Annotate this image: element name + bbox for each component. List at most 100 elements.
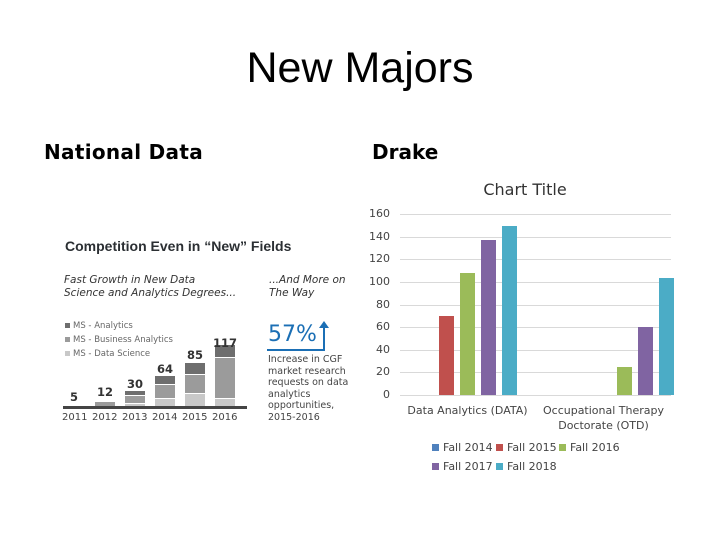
y-tick-label: 0 — [383, 388, 390, 401]
legend-label: MS - Data Science — [73, 349, 151, 359]
legend-item-fall-2016: Fall 2016 — [559, 441, 620, 454]
category-label-line: Doctorate (OTD) — [558, 419, 649, 432]
national-data-heading: National Data — [44, 140, 203, 164]
stack-segment — [125, 396, 145, 403]
total-label: 12 — [96, 385, 113, 399]
gridline — [400, 327, 671, 329]
desc-line: analytics — [268, 388, 311, 400]
legend-swatch-icon — [496, 443, 503, 451]
gridline — [400, 214, 671, 215]
desc-line: opportunities, — [268, 400, 335, 411]
bar — [460, 272, 475, 395]
total-label: 30 — [126, 377, 143, 391]
stack-segment — [215, 399, 235, 406]
legend-label: MS - Analytics — [73, 321, 133, 331]
bar — [638, 327, 653, 395]
stack-segment — [215, 358, 235, 398]
stack-segment — [155, 385, 175, 398]
infographic-title: Competition Even in “New” Fields — [65, 238, 292, 254]
category-label: Occupational Therapy Doctorate (OTD) — [536, 403, 671, 433]
year-label: 2015 — [182, 412, 208, 423]
legend-swatch-icon — [559, 443, 566, 451]
stack-segment — [185, 394, 205, 406]
legend-swatch-icon — [65, 351, 70, 356]
y-tick-label: 80 — [376, 297, 390, 311]
desc-line: requests on data — [268, 377, 349, 388]
stat-description: Increase in CGF market research requests… — [268, 354, 353, 423]
legend-label: Fall 2015 — [507, 441, 557, 454]
stack-segment — [185, 363, 205, 374]
legend-item-fall-2017: Fall 2017 — [432, 460, 493, 473]
bar — [502, 226, 517, 395]
legend-swatch-icon — [432, 462, 439, 470]
year-label: 2016 — [212, 412, 238, 423]
legend-item-fall-2014: Fall 2014 — [432, 441, 493, 454]
stat-underline — [267, 349, 324, 351]
category-label: Data Analytics (DATA) — [407, 404, 528, 417]
category-label-line: Occupational Therapy — [542, 404, 665, 417]
stack-segment — [155, 399, 175, 406]
stat-value: 57% — [268, 322, 317, 347]
total-label: 64 — [156, 362, 173, 376]
infographic-right-subtitle: ...And More on The Way — [269, 274, 346, 300]
legend-swatch-icon — [432, 443, 439, 451]
drake-heading: Drake — [372, 140, 439, 164]
y-tick-label: 40 — [376, 342, 390, 356]
up-arrow-icon — [319, 321, 329, 351]
subtitle-line: ...And More on — [269, 274, 346, 286]
gridline — [400, 395, 671, 396]
legend-item: MS - Analytics — [65, 321, 133, 331]
gridline — [400, 281, 671, 283]
legend-item-fall-2018: Fall 2018 — [496, 460, 557, 473]
desc-line: market research — [268, 365, 346, 377]
legend-label: Fall 2018 — [507, 460, 557, 473]
desc-line: Increase in CGF — [268, 354, 343, 365]
year-label: 2013 — [122, 412, 148, 423]
subtitle-line: Fast Growth in New Data — [64, 274, 196, 286]
gridline — [400, 304, 671, 306]
legend-label: Fall 2017 — [443, 460, 493, 473]
y-tick-label: 60 — [376, 320, 390, 334]
legend-swatch-icon — [65, 323, 70, 328]
total-label: 117 — [212, 336, 237, 350]
legend-label: Fall 2014 — [443, 441, 493, 454]
x-axis-line — [63, 406, 247, 409]
infographic-left-subtitle: Fast Growth in New Data Science and Anal… — [64, 274, 236, 300]
stack-segment — [95, 402, 115, 406]
bar — [617, 366, 632, 395]
slide-title: New Majors — [246, 44, 474, 92]
subtitle-line: Science and Analytics Degrees... — [64, 287, 237, 299]
legend-item: MS - Data Science — [65, 349, 150, 359]
year-label: 2014 — [152, 412, 178, 423]
y-tick-label: 20 — [376, 365, 390, 379]
total-label: 85 — [186, 348, 203, 362]
gridline — [400, 349, 671, 351]
stack-segment — [215, 345, 235, 357]
year-label: 2011 — [62, 412, 88, 423]
stack-segment — [185, 375, 205, 393]
gridline — [400, 259, 671, 261]
y-tick-label: 140 — [369, 229, 390, 243]
y-tick-label: 120 — [369, 252, 390, 266]
bar — [481, 240, 496, 395]
total-label: 5 — [69, 390, 78, 404]
y-tick-label: 100 — [369, 274, 390, 288]
legend-swatch-icon — [496, 462, 503, 470]
legend-label: MS - Business Analytics — [73, 335, 173, 345]
stack-segment — [155, 376, 175, 384]
y-tick-label: 160 — [369, 207, 390, 220]
legend-label: Fall 2016 — [570, 441, 620, 454]
legend-item: MS - Business Analytics — [65, 335, 173, 345]
gridline — [400, 372, 671, 374]
legend-swatch-icon — [65, 337, 70, 342]
stack-segment — [125, 391, 145, 395]
year-label: 2012 — [92, 412, 118, 423]
national-infographic: Competition Even in “New” Fields Fast Gr… — [55, 230, 355, 430]
gridline — [400, 236, 671, 238]
bar — [659, 278, 674, 395]
legend-item-fall-2015: Fall 2015 — [496, 441, 557, 454]
chart-title: Chart Title — [483, 180, 567, 199]
desc-line: 2015-2016 — [268, 411, 320, 423]
stack-segment — [125, 404, 145, 406]
bar — [439, 315, 454, 395]
